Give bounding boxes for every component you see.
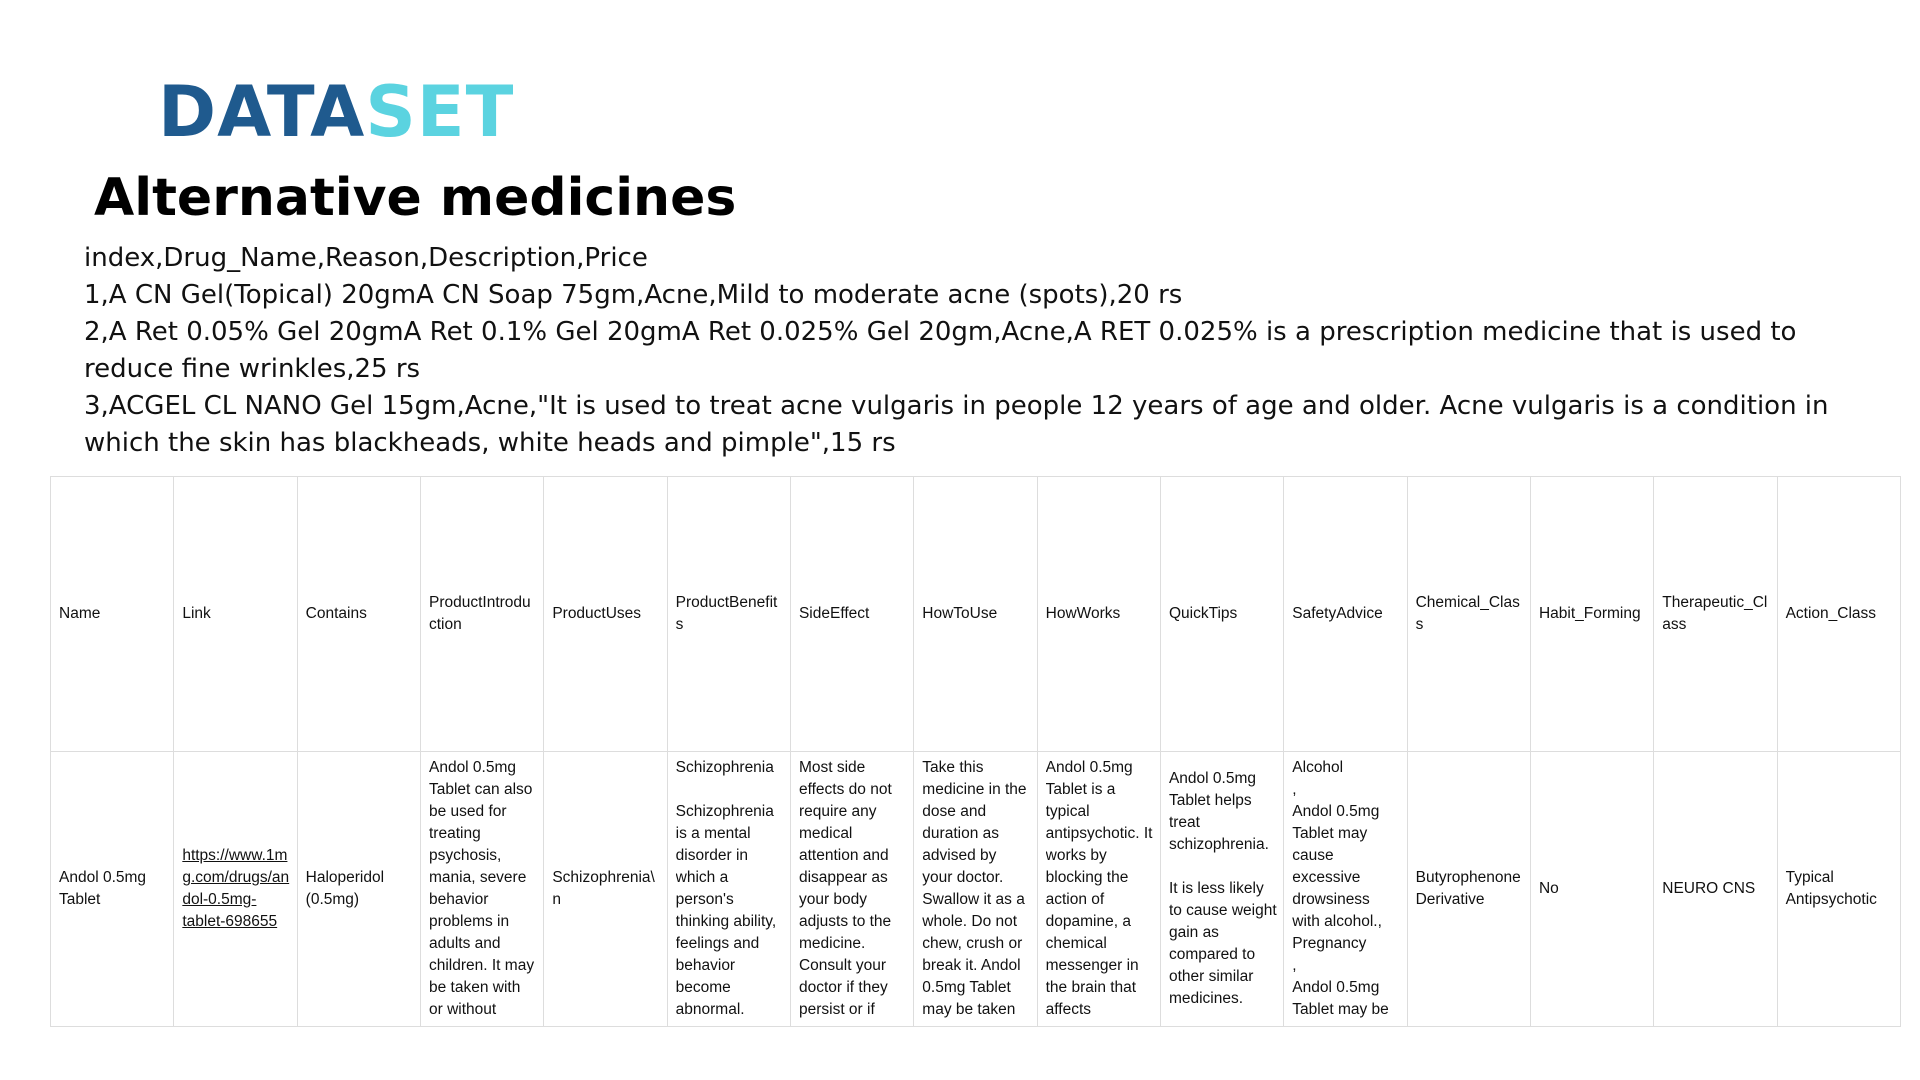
cell-quick-tips: Andol 0.5mg Tablet helps treat schizophr… [1159,751,1285,1027]
csv-line-2: 2,A Ret 0.05% Gel 20gmA Ret 0.1% Gel 20g… [84,317,1797,384]
column-header-name: Name [49,476,175,752]
quick-tips-text: Andol 0.5mg Tablet helps treat schizophr… [1168,770,1277,1007]
product-benefits-text: Schizophrenia Schizophrenia is a mental … [675,759,777,1018]
column-header-action-class: Action_Class [1776,476,1901,752]
table-row: Andol 0.5mg Tablet https://www.1mg.com/d… [49,751,1901,1027]
column-header-safety-advice: SafetyAdvice [1283,476,1408,752]
cell-therapeutic-class: NEURO CNS [1653,751,1778,1027]
drug-link[interactable]: https://www.1mg.com/drugs/andol-0.5mg-ta… [182,847,290,930]
page-title: Alternative medicines [94,168,737,228]
how-to-use-text: Take this medicine in the dose and durat… [922,759,1027,1018]
column-header-habit-forming: Habit_Forming [1529,476,1655,752]
logo-part-data: DATA [158,71,366,153]
column-header-how-to-use: HowToUse [913,476,1038,752]
side-effect-text: Most side effects do not require any med… [798,759,892,1018]
cell-product-uses: Schizophrenia\n [543,751,668,1027]
logo-part-set: SET [365,71,515,153]
cell-habit-forming: No [1529,751,1655,1027]
cell-product-benefits: Schizophrenia Schizophrenia is a mental … [666,751,791,1027]
column-header-product-introduction: ProductIntroduction [419,476,545,752]
cell-name: Andol 0.5mg Tablet [49,751,175,1027]
cell-how-to-use: Take this medicine in the dose and durat… [913,751,1038,1027]
csv-header-line: index,Drug_Name,Reason,Description,Price [84,243,648,273]
cell-side-effect: Most side effects do not require any med… [789,751,915,1027]
csv-line-3: 3,ACGEL CL NANO Gel 15gm,Acne,"It is use… [84,391,1829,458]
column-header-chemical-class: Chemical_Class [1406,476,1531,752]
column-header-how-works: HowWorks [1036,476,1161,752]
cell-safety-advice: Alcohol , Andol 0.5mg Tablet may cause e… [1283,751,1408,1027]
dataset-logo: DATASET [158,70,514,154]
column-header-product-uses: ProductUses [543,476,668,752]
cell-contains: Haloperidol (0.5mg) [296,751,421,1027]
column-header-link: Link [173,476,298,752]
column-header-side-effect: SideEffect [789,476,915,752]
csv-text-block: index,Drug_Name,Reason,Description,Price… [84,240,1874,462]
cell-action-class: Typical Antipsychotic [1776,751,1901,1027]
how-works-text: Andol 0.5mg Tablet is a typical antipsyc… [1045,759,1153,1018]
table-header-row: Name Link Contains ProductIntroduction P… [49,476,1901,752]
column-header-product-benefits: ProductBenefits [666,476,791,752]
cell-how-works: Andol 0.5mg Tablet is a typical antipsyc… [1036,751,1161,1027]
safety-advice-text: Alcohol , Andol 0.5mg Tablet may cause e… [1292,759,1389,1018]
csv-line-1: 1,A CN Gel(Topical) 20gmA CN Soap 75gm,A… [84,280,1183,310]
column-header-therapeutic-class: Therapeutic_Class [1653,476,1778,752]
cell-chemical-class: Butyrophenone Derivative [1406,751,1531,1027]
medicine-data-table: Name Link Contains ProductIntroduction P… [49,476,1901,1027]
product-introduction-text: Andol 0.5mg Tablet can also be used for … [428,759,535,1018]
cell-link: https://www.1mg.com/drugs/andol-0.5mg-ta… [173,751,298,1027]
cell-product-introduction: Andol 0.5mg Tablet can also be used for … [419,751,545,1027]
column-header-quick-tips: QuickTips [1159,476,1285,752]
column-header-contains: Contains [296,476,421,752]
